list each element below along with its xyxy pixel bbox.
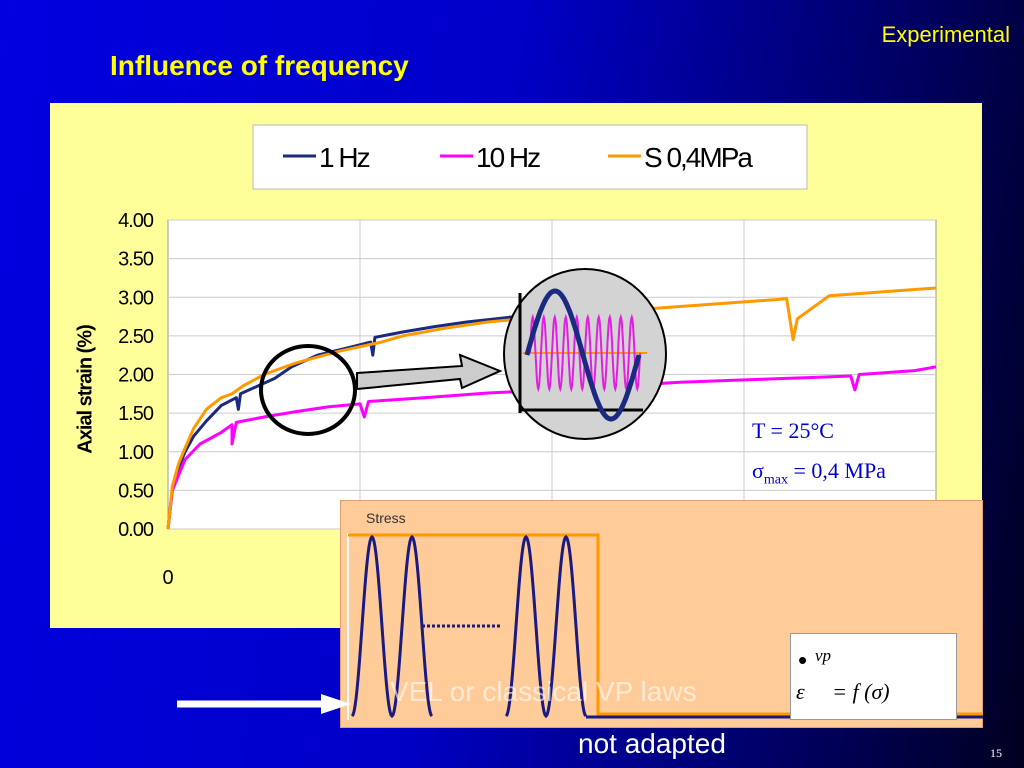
legend-label-2: 10 Hz [476, 142, 540, 173]
stress-cycles-2 [504, 534, 588, 719]
y-tick-label: 2.50 [118, 326, 154, 348]
zoom-arrow-icon [356, 353, 503, 391]
page-number: 15 [990, 746, 1002, 760]
y-axis-label: Axial strain (%) [74, 325, 97, 454]
y-tick-label: 2.00 [118, 365, 154, 387]
y-tick-label: 0.00 [118, 519, 154, 541]
sigma-symbol: σ [752, 458, 764, 483]
y-tick-label: 4.00 [118, 210, 154, 232]
temperature-label: T = 25°C [752, 418, 834, 443]
stress-label: Stress [366, 510, 406, 526]
formula-box [790, 633, 957, 720]
note-arrow-icon [177, 694, 351, 714]
y-tick-label: 1.00 [118, 442, 154, 464]
series-line-2 [166, 365, 937, 530]
strain-chart: 1 Hz 10 Hz S 0,4MPa 4.00 3.50 3.00 2.50 2.00 1.… [118, 124, 937, 589]
y-tick-label: 0.50 [118, 480, 154, 502]
y-tick-label: 3.50 [118, 249, 154, 271]
y-tick-label: 3.00 [118, 287, 154, 309]
series-line-3 [166, 286, 937, 530]
section-label: Experimental [881, 22, 1010, 47]
note-line2: not adapted [578, 728, 726, 759]
formula-dot-icon: • [798, 645, 808, 675]
formula-superscript: vp [815, 646, 832, 665]
chart-legend [252, 124, 808, 190]
stress-cycles-1 [350, 534, 434, 719]
stress-value: = 0,4 MPa [787, 458, 886, 483]
inset-low-freq-wave [524, 288, 642, 422]
y-tick-label: 1.50 [118, 403, 154, 425]
legend-label-3: S 0,4MPa [644, 142, 753, 173]
sigma-subscript: max [763, 472, 788, 488]
x-tick-label: 0 [162, 567, 173, 589]
formula-equation: ε = f (σ) [796, 679, 890, 704]
max-stress-label: σmax = 0,4 MPa [752, 458, 886, 488]
slide-title: Influence of frequency [110, 50, 409, 81]
series-line-1 [166, 312, 542, 530]
legend-label-1: 1 Hz [319, 142, 370, 173]
note-line1: VEL or classical VP laws [390, 676, 697, 707]
highlight-circle [259, 344, 357, 436]
